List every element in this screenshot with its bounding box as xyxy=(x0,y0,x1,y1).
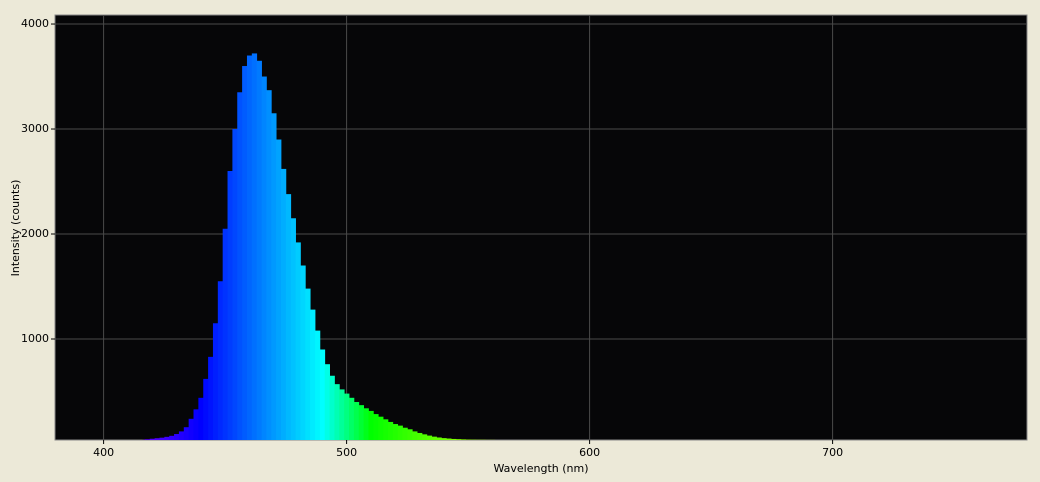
spectrum-bar xyxy=(451,438,457,440)
spectrum-bar xyxy=(319,349,326,440)
spectrum-bar xyxy=(446,438,452,440)
x-tick-label: 500 xyxy=(336,446,357,459)
spectrum-bar xyxy=(441,438,447,440)
spectrum-bar xyxy=(174,434,180,440)
y-tick-label: 2000 xyxy=(21,227,49,240)
spectrum-bar xyxy=(144,439,151,440)
spectrum-bar xyxy=(310,309,316,440)
spectrum-bar xyxy=(183,427,190,440)
spectrum-bar xyxy=(358,405,365,440)
y-axis-label: Intensity (counts) xyxy=(9,180,22,277)
spectrum-bar xyxy=(164,436,170,440)
x-tick-label: 400 xyxy=(93,446,114,459)
spectrum-bar xyxy=(426,435,433,440)
spectrum-bar xyxy=(417,432,423,440)
spectrum-bar xyxy=(407,429,413,440)
spectrum-bar xyxy=(315,330,321,440)
spectrum-bar xyxy=(402,427,408,440)
spectrum-bar xyxy=(368,410,374,440)
spectrum-bar xyxy=(378,416,384,440)
spectrum-bar xyxy=(198,397,204,440)
spectrum-bar xyxy=(246,55,253,440)
x-tick-label: 600 xyxy=(579,446,600,459)
spectrum-bar xyxy=(212,323,219,440)
spectrum-bar xyxy=(383,419,389,440)
spectrum-bar xyxy=(178,431,185,440)
spectrum-bar xyxy=(242,66,248,440)
spectrum-bar xyxy=(339,389,345,440)
spectrum-bar xyxy=(154,438,160,440)
spectrum-bar xyxy=(271,113,277,440)
spectrum-bar xyxy=(363,408,369,440)
y-tick-label: 1000 xyxy=(21,332,49,345)
spectrum-bar xyxy=(159,437,165,440)
spectrum-bar xyxy=(295,242,301,440)
x-tick-label: 700 xyxy=(822,446,843,459)
spectrum-bar xyxy=(344,393,350,440)
spectrum-bar xyxy=(431,436,437,440)
spectrum-bar xyxy=(193,409,199,440)
spectrum-bar xyxy=(237,92,243,440)
spectrum-bar xyxy=(222,228,228,440)
spectrum-bar xyxy=(300,265,306,440)
y-tick-label: 4000 xyxy=(21,17,49,30)
spectrum-bar xyxy=(217,281,224,440)
x-axis-label: Wavelength (nm) xyxy=(493,462,588,475)
spectrum-bar xyxy=(373,414,379,440)
spectrum-bar xyxy=(251,53,258,440)
spectrum-bar xyxy=(421,434,428,440)
spectrum-bar xyxy=(285,194,292,440)
spectrum-bar xyxy=(329,375,335,440)
spectrum-bar xyxy=(460,439,467,440)
spectrum-bar xyxy=(324,364,330,440)
spectrum-bar xyxy=(169,435,175,440)
spectrum-bar xyxy=(387,421,394,440)
spectrum-bar xyxy=(266,90,272,441)
spectrum-bar xyxy=(397,425,403,440)
spectrum-bar xyxy=(188,418,194,440)
spectrum-bar xyxy=(227,171,233,440)
spectrum-bar xyxy=(455,439,462,440)
spectrum-bar xyxy=(436,437,442,440)
spectrum-bar xyxy=(353,401,360,440)
spectrum-bar xyxy=(280,168,287,440)
spectrum xyxy=(142,53,496,441)
spectrum-bar xyxy=(305,288,311,440)
spectrum-bar xyxy=(392,424,399,440)
spectrum-bar xyxy=(290,218,296,440)
y-tick-label: 3000 xyxy=(21,122,49,135)
spectrum-bar xyxy=(256,60,262,440)
spectrum-bar xyxy=(232,129,238,440)
spectrum-bar xyxy=(261,76,267,441)
spectrum-bar xyxy=(276,139,282,440)
spectrum-bar xyxy=(149,438,156,440)
spectrum-bar xyxy=(334,384,340,440)
spectrum-bar xyxy=(208,356,214,440)
plot-area xyxy=(54,14,1028,441)
spectrum-bar xyxy=(349,397,355,440)
spectrum-bar xyxy=(203,378,209,440)
spectrum-bar xyxy=(412,431,418,440)
